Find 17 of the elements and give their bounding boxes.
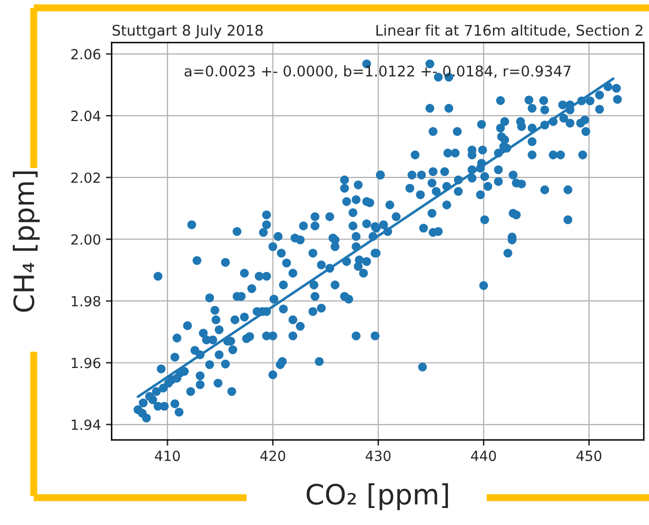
x-tick-label: 410 bbox=[154, 450, 180, 462]
y-tick-label: 2.02 bbox=[71, 172, 100, 183]
x-axis-title: CO₂ [ppm] bbox=[306, 483, 448, 510]
y-tick-label: 2.00 bbox=[71, 234, 100, 245]
y-tick-label: 1.98 bbox=[72, 296, 100, 306]
y-axis-title: CH₄ [ppm] bbox=[12, 172, 40, 312]
x-tick-label: 440 bbox=[471, 450, 496, 462]
x-tick-label: 430 bbox=[366, 450, 391, 462]
chart-subtitle: Linear fit at 716m altitude, Section 2 bbox=[376, 24, 642, 38]
chart-title: Stuttgart 8 July 2018 bbox=[112, 24, 263, 39]
y-tick-label: 1.96 bbox=[72, 358, 100, 368]
y-tick-label: 1.94 bbox=[72, 419, 100, 430]
x-tick-label: 450 bbox=[576, 450, 602, 462]
annotation: a=0.0023 +- 0.0000, b=1.0122 +- 0.0184, r=0.9347 bbox=[184, 65, 570, 78]
y-tick-label: 2.04 bbox=[71, 110, 100, 122]
x-tick-label: 420 bbox=[260, 450, 286, 462]
y-tick-label: 2.06 bbox=[71, 48, 100, 60]
